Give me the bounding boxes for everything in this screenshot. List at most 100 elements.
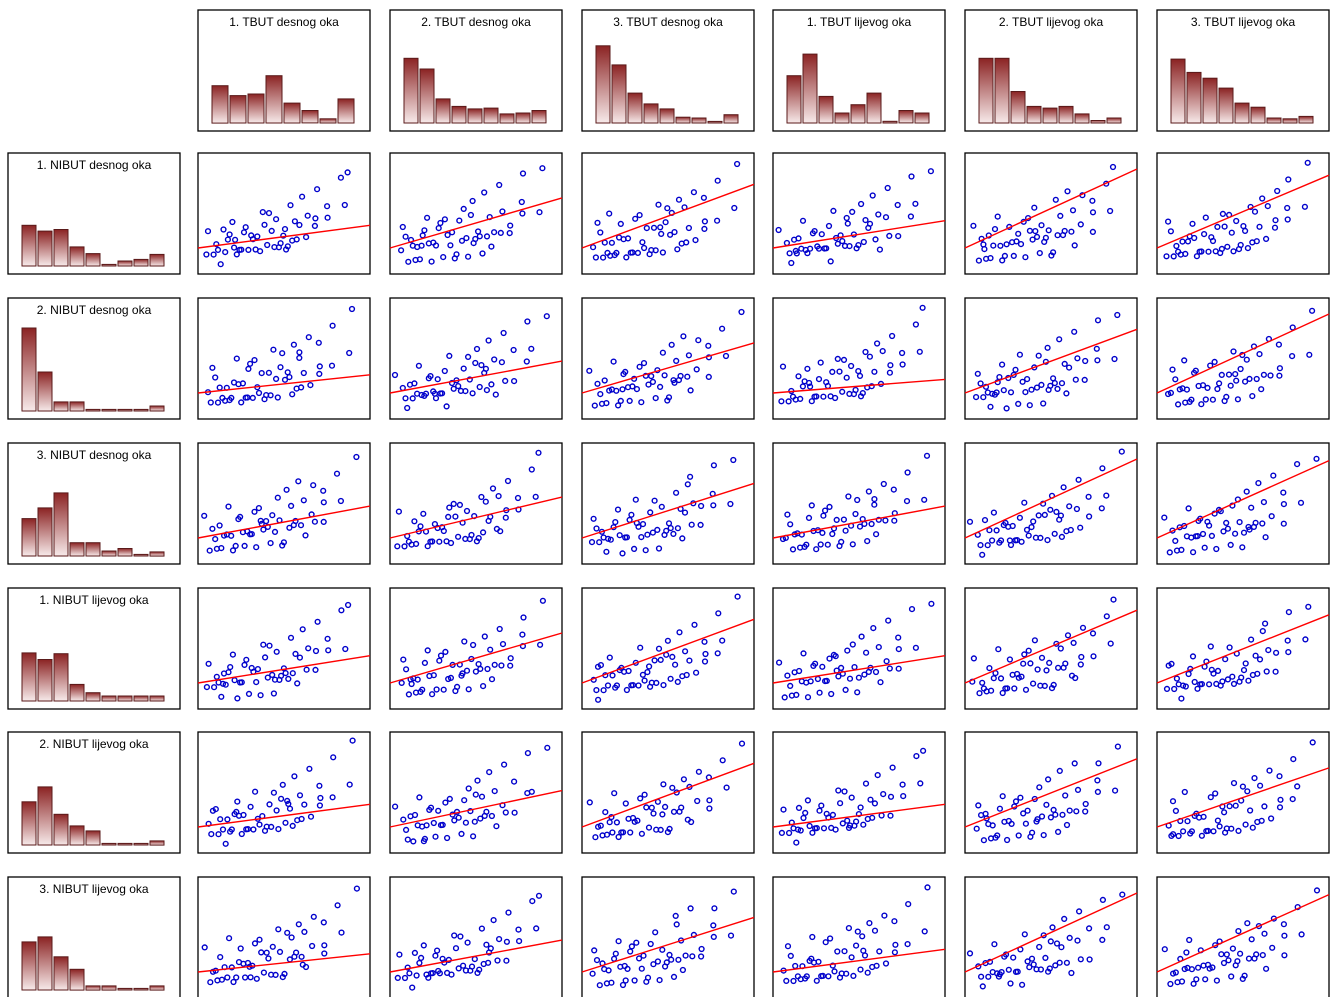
histogram-bar bbox=[866, 92, 882, 124]
data-point bbox=[1013, 238, 1020, 245]
histogram-bar bbox=[69, 401, 85, 412]
data-point bbox=[797, 395, 804, 403]
data-point bbox=[1015, 400, 1022, 408]
data-point bbox=[862, 649, 870, 656]
data-point bbox=[1272, 668, 1279, 675]
row-histogram-4-frame bbox=[7, 587, 181, 710]
data-point bbox=[270, 789, 278, 796]
data-point bbox=[1079, 624, 1087, 631]
data-point bbox=[299, 626, 306, 633]
data-point bbox=[1194, 685, 1201, 692]
data-point bbox=[687, 387, 694, 394]
regression-line bbox=[1156, 459, 1330, 539]
data-point bbox=[673, 357, 680, 365]
data-point bbox=[222, 840, 229, 847]
data-point bbox=[785, 398, 792, 405]
data-point bbox=[436, 538, 443, 545]
data-point bbox=[1223, 393, 1230, 401]
data-point bbox=[1224, 676, 1232, 683]
data-point bbox=[857, 804, 864, 811]
data-point bbox=[655, 645, 663, 652]
data-point bbox=[972, 394, 980, 401]
row-histogram-1-frame bbox=[7, 152, 181, 275]
data-point bbox=[1265, 646, 1272, 654]
data-point bbox=[649, 529, 657, 536]
data-point bbox=[300, 369, 307, 377]
data-point bbox=[881, 912, 888, 919]
data-point bbox=[1236, 518, 1243, 526]
data-point bbox=[1094, 777, 1101, 784]
data-point bbox=[1243, 488, 1250, 495]
data-point bbox=[622, 800, 629, 807]
data-point bbox=[1219, 678, 1226, 685]
data-point bbox=[1240, 529, 1248, 536]
data-point bbox=[723, 784, 730, 791]
data-point bbox=[875, 211, 882, 218]
data-point bbox=[638, 399, 645, 406]
data-point bbox=[284, 243, 291, 250]
data-point bbox=[1253, 375, 1260, 383]
data-point bbox=[1237, 365, 1244, 373]
data-point bbox=[286, 374, 293, 381]
data-point bbox=[429, 691, 436, 698]
data-point bbox=[439, 390, 446, 397]
data-point bbox=[673, 921, 680, 928]
histogram-bar bbox=[467, 108, 483, 124]
histogram-bar bbox=[1010, 91, 1026, 124]
data-point bbox=[705, 373, 712, 381]
data-point bbox=[1033, 818, 1040, 825]
data-point bbox=[494, 957, 501, 964]
data-point bbox=[1094, 317, 1102, 324]
data-point bbox=[871, 501, 878, 508]
data-point bbox=[619, 550, 626, 557]
data-point bbox=[334, 902, 341, 909]
data-point bbox=[993, 527, 1000, 534]
data-point bbox=[629, 249, 636, 256]
data-point bbox=[979, 679, 986, 686]
data-point bbox=[778, 829, 786, 837]
data-point bbox=[465, 353, 472, 361]
histogram-bar bbox=[149, 985, 165, 991]
data-point bbox=[705, 342, 712, 349]
data-point bbox=[1232, 802, 1239, 809]
data-point bbox=[234, 798, 241, 805]
histogram-bar bbox=[1090, 120, 1106, 124]
histogram-bar bbox=[133, 408, 149, 412]
data-point bbox=[468, 963, 476, 970]
data-point bbox=[287, 202, 294, 209]
data-point bbox=[1018, 538, 1025, 545]
data-point bbox=[446, 352, 453, 360]
data-point bbox=[478, 793, 486, 800]
data-point bbox=[1272, 649, 1280, 656]
data-point bbox=[1081, 376, 1088, 384]
data-point bbox=[639, 671, 647, 678]
data-point bbox=[1191, 678, 1198, 686]
histogram-bar bbox=[69, 825, 85, 846]
data-point bbox=[857, 966, 864, 973]
data-point bbox=[813, 393, 820, 400]
data-point bbox=[799, 217, 807, 224]
data-point bbox=[475, 534, 482, 542]
data-point bbox=[614, 402, 622, 409]
data-point bbox=[614, 506, 622, 513]
data-point bbox=[1023, 526, 1031, 533]
data-point bbox=[470, 641, 477, 649]
data-point bbox=[1061, 360, 1068, 368]
data-point bbox=[437, 219, 444, 227]
row-histogram-4: 1. NIBUT lijevog oka bbox=[7, 587, 181, 710]
data-point bbox=[719, 757, 726, 764]
data-point bbox=[1026, 964, 1033, 971]
data-point bbox=[639, 520, 647, 528]
data-point bbox=[1111, 355, 1118, 363]
data-point bbox=[416, 794, 423, 801]
data-point bbox=[701, 218, 709, 225]
data-point bbox=[491, 661, 498, 668]
data-point bbox=[314, 186, 321, 193]
data-point bbox=[879, 348, 886, 355]
data-point bbox=[838, 538, 845, 546]
data-point bbox=[1194, 532, 1201, 540]
data-point bbox=[284, 797, 291, 805]
data-point bbox=[912, 321, 920, 328]
data-point bbox=[234, 695, 241, 702]
data-point bbox=[905, 900, 912, 908]
